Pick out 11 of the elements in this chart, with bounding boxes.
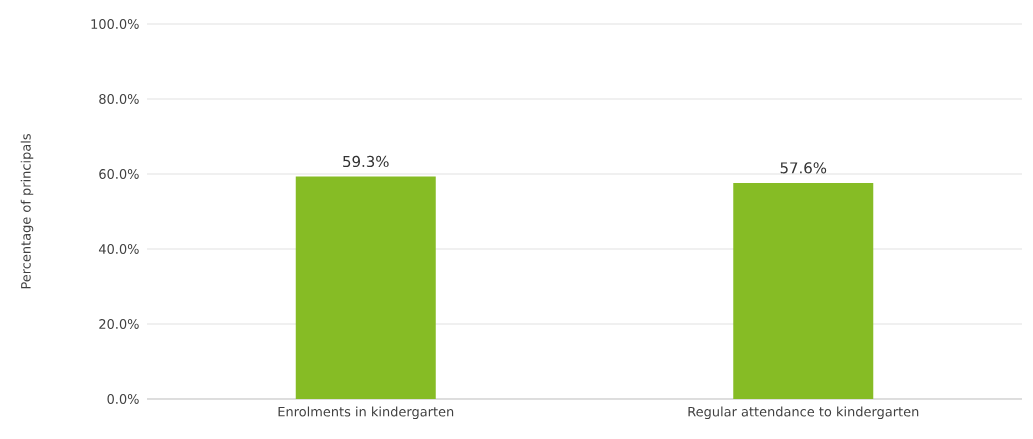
y-tick-label: 80.0% (99, 94, 139, 104)
y-axis-title: Percentage of principals (20, 134, 34, 289)
y-tick-label: 100.0% (91, 19, 139, 29)
x-tick-label: Regular attendance to kindergarten (688, 406, 919, 420)
y-tick-label: 0.0% (107, 394, 139, 404)
y-tick-label: 60.0% (99, 169, 139, 179)
data-label: 57.6% (780, 162, 827, 174)
y-tick-label: 20.0% (99, 319, 139, 329)
y-tick-label: 40.0% (98, 244, 139, 254)
x-tick-label: Enrolments in kindergarten (278, 406, 454, 420)
data-label: 59.3% (343, 155, 389, 168)
